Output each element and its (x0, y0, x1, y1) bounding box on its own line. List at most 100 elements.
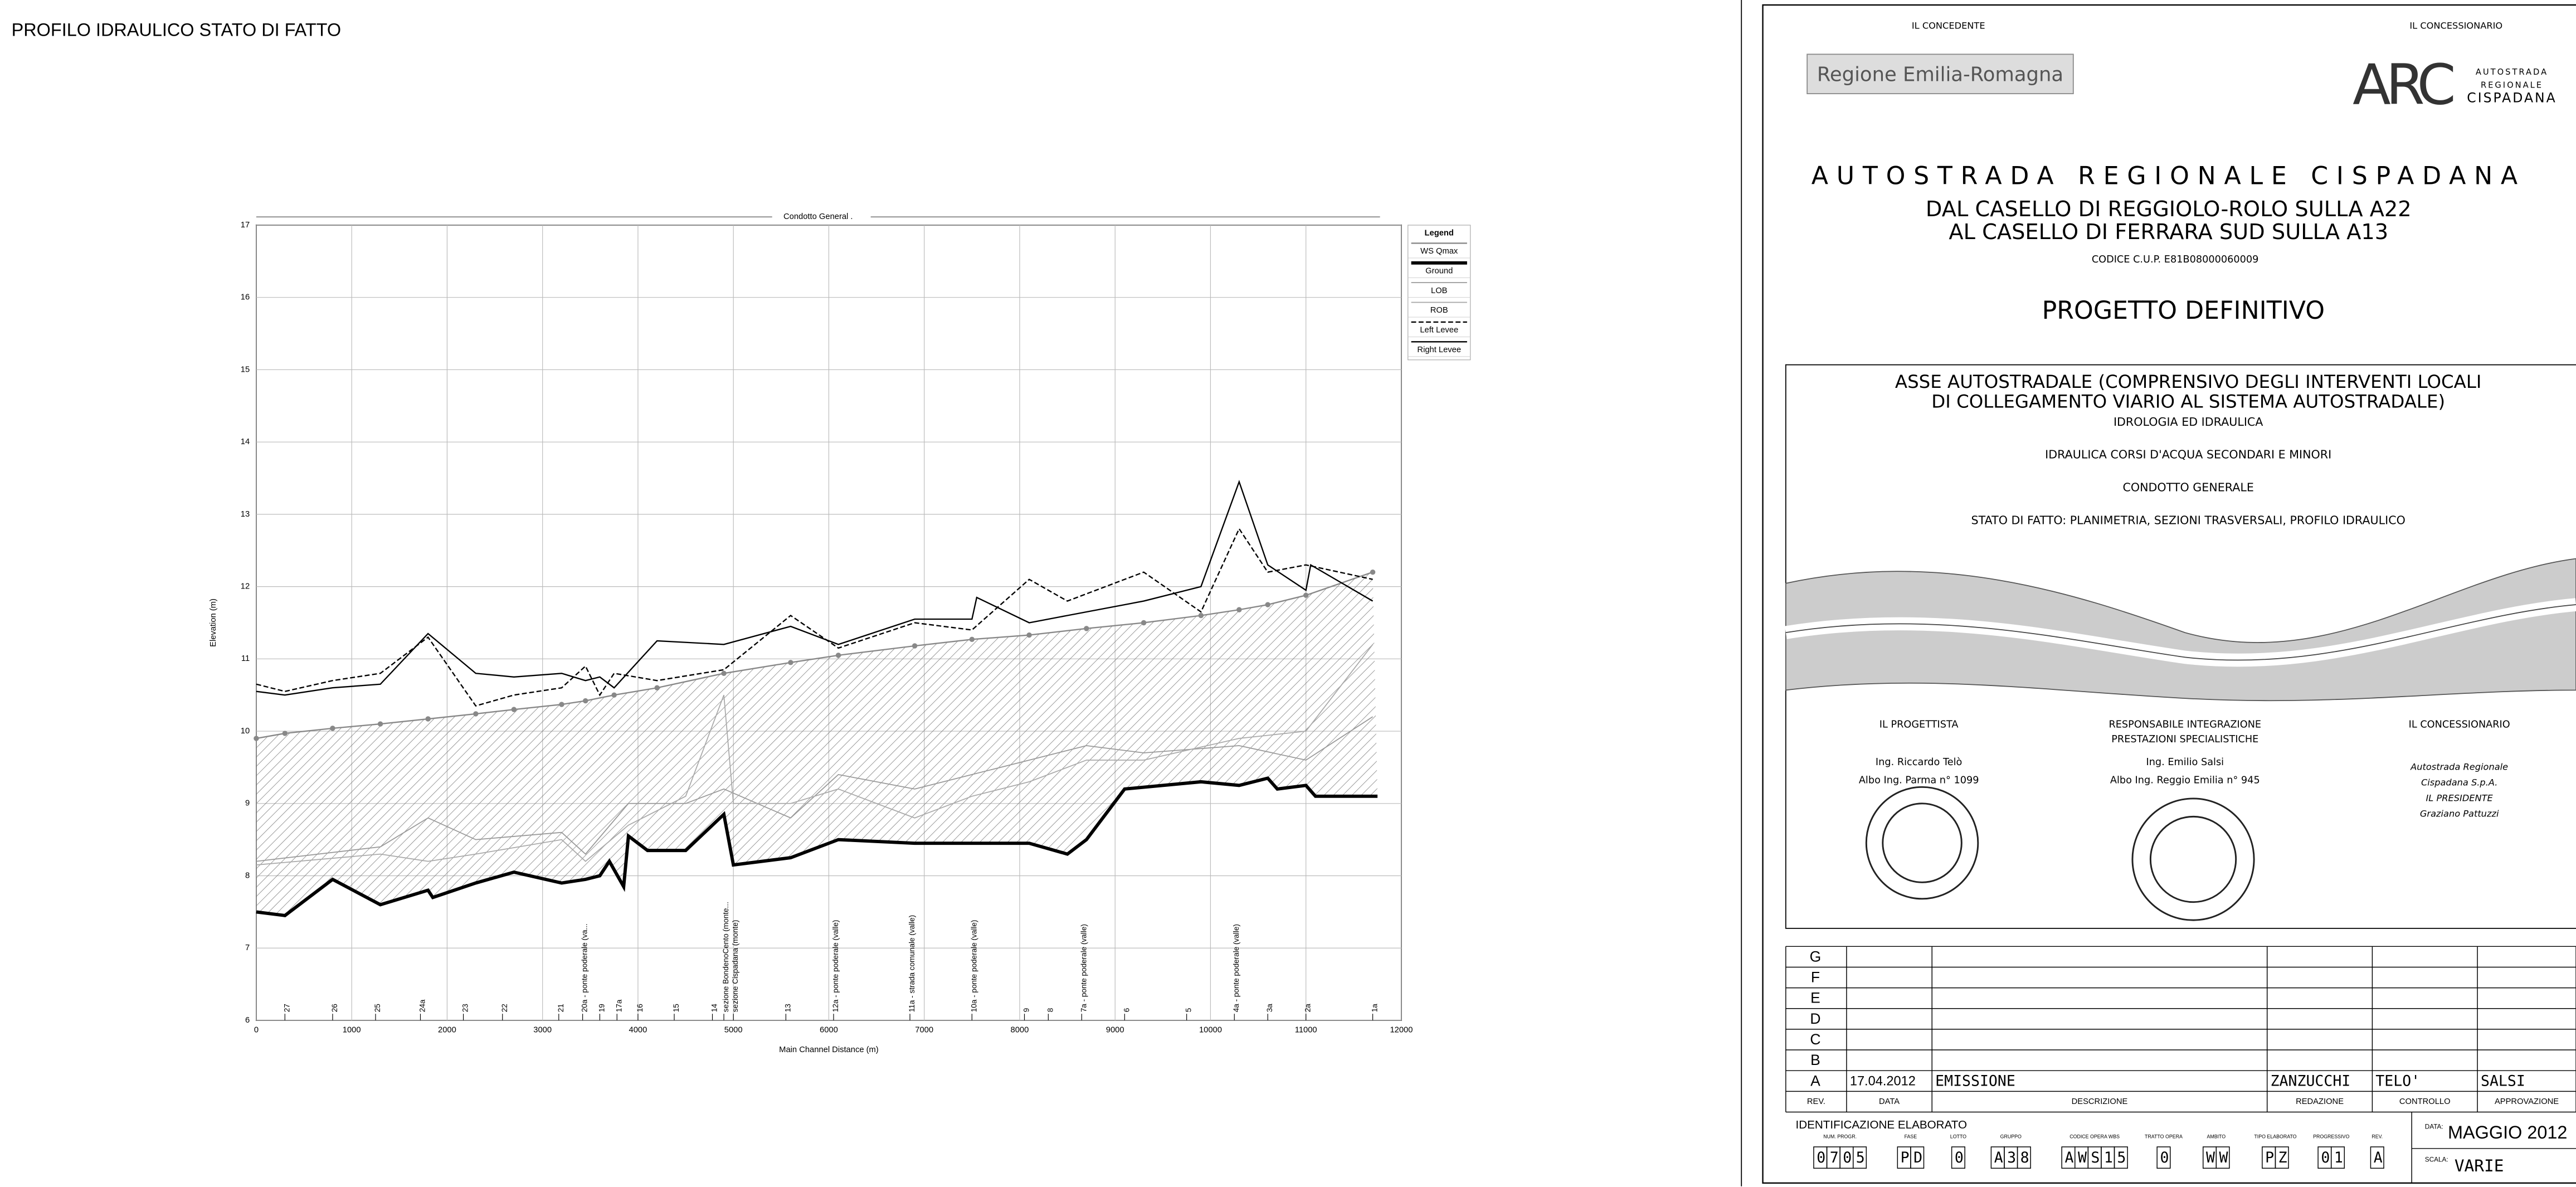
y-tick-label: 17 (241, 221, 250, 230)
x-tick-label: 3000 (533, 1026, 552, 1035)
series-line (256, 644, 1374, 865)
id-field-label: CODICE OPERA WBS (2069, 1134, 2120, 1140)
id-box (2017, 1146, 2031, 1169)
y-tick-label: 12 (241, 582, 250, 591)
series-marker (654, 685, 660, 690)
legend-label: WS Qmax (1420, 247, 1458, 256)
section-label: 27 (283, 1004, 291, 1012)
subject: ASSE AUTOSTRADALE (COMPRENSIVO DEGLI INT… (1895, 371, 2482, 392)
section-label: sezione BondenoCento (monte... (722, 902, 730, 1012)
id-field-value: PZ (2265, 1149, 2291, 1166)
series-marker (330, 726, 335, 731)
headline: AUTOSTRADA REGIONALE CISPADANA (1812, 162, 2526, 190)
concedente: IL CONCEDENTE (1912, 21, 1985, 31)
series-line (256, 571, 1373, 740)
revision-header: REDAZIONE (2296, 1097, 2344, 1106)
id-field-value: AWS15 (2064, 1149, 2130, 1166)
section-label: 25 (373, 1004, 382, 1012)
x-tick-label: 2000 (438, 1026, 456, 1035)
y-tick-label: 11 (241, 654, 250, 663)
series-line (256, 716, 1374, 862)
section-label: 21 (557, 1004, 565, 1012)
y-tick-label: 7 (245, 943, 250, 952)
section-label: 16 (636, 1004, 644, 1012)
x-tick-label: 0 (254, 1026, 259, 1035)
stamps (1865, 786, 2255, 921)
revision-cell: EMISSIONE (1935, 1073, 2015, 1090)
x-tick-label: 8000 (1011, 1026, 1029, 1035)
scale: VARIE (2455, 1156, 2504, 1175)
revision-cell: C (1810, 1031, 1820, 1048)
revision-header: APPROVAZIONE (2495, 1097, 2559, 1106)
id-field-value: A38 (1994, 1149, 2033, 1166)
series-line (256, 527, 1373, 707)
x-tick-label: 6000 (820, 1026, 838, 1035)
id-field-label: REV. (2372, 1134, 2383, 1140)
series-marker (377, 721, 383, 727)
y-axis-label: Elevation (m) (209, 599, 218, 647)
series-marker (969, 636, 975, 643)
section-label: 9 (1022, 1008, 1031, 1013)
series-marker (511, 707, 517, 712)
x-tick-label: 5000 (724, 1026, 743, 1035)
id-box (1852, 1146, 1867, 1169)
id-field-value: 0 (2160, 1149, 2173, 1166)
series-line (256, 776, 1378, 917)
section-label: 2a (1304, 1004, 1312, 1013)
revision-header: DATA (1879, 1097, 1900, 1106)
series-marker (1026, 632, 1032, 638)
title-block-border (1762, 4, 2576, 1184)
x-tick-label: 7000 (915, 1026, 933, 1035)
id-field-label: AMBITO (2207, 1134, 2226, 1140)
id-field-label: FASE (1905, 1134, 1917, 1140)
id-title: IDENTIFICAZIONE ELABORATO (1796, 1118, 1968, 1131)
id-box (1951, 1146, 1965, 1169)
y-tick-label: 13 (241, 510, 250, 519)
id-field-value: 0705 (1817, 1149, 1869, 1166)
route: AL CASELLO DI FERRARA SUD SULLA A13 (1949, 220, 2388, 245)
id-box (2370, 1146, 2384, 1169)
revision-cell: SALSI (2481, 1073, 2525, 1090)
revision-header: DESCRIZIONE (2072, 1097, 2128, 1106)
subsection: IDRAULICA CORSI D'ACQUA SECONDARI E MINO… (2045, 448, 2331, 461)
section-label: 10a - ponte poderale (valle) (970, 920, 978, 1013)
section-label: 22 (500, 1004, 509, 1012)
id-box (2156, 1146, 2171, 1169)
series-marker (1303, 592, 1309, 598)
section-label: 15 (672, 1004, 680, 1012)
chart-title: Condotto General . (783, 212, 853, 221)
series-marker (1370, 569, 1376, 575)
signer-role: PRESTAZIONI SPECIALISTICHE (2111, 734, 2258, 745)
content: STATO DI FATTO: PLANIMETRIA, SEZIONI TRA… (1971, 514, 2405, 527)
series-marker (912, 643, 918, 649)
x-tick-label: 4000 (629, 1026, 647, 1035)
subject: DI COLLEGAMENTO VIARIO AL SISTEMA AUTOST… (1931, 391, 2445, 412)
signer-line: Graziano Pattuzzi (2420, 808, 2499, 819)
x-tick-label: 10000 (1199, 1026, 1222, 1035)
section-label: 3a (1265, 1004, 1274, 1013)
aerial-photo (1784, 558, 2576, 702)
series-marker (254, 736, 259, 741)
y-tick-label: 9 (245, 799, 250, 808)
id-field-value: A (2374, 1149, 2387, 1166)
signer-role: RESPONSABILE INTEGRAZIONE (2108, 719, 2261, 730)
series-marker (1084, 626, 1089, 631)
series-marker (1265, 602, 1270, 607)
region-logo (1806, 53, 2074, 94)
route: DAL CASELLO DI REGGIOLO-ROLO SULLA A22 (1926, 197, 2412, 222)
series-marker (1198, 612, 1204, 619)
x-axis-label: Main Channel Distance (m) (779, 1045, 879, 1054)
flow-area (256, 572, 1378, 916)
series-marker (282, 731, 288, 736)
section-label: 11a - strada comunale (valle) (908, 915, 916, 1012)
y-tick-label: 15 (241, 365, 250, 374)
id-field-value: PD (1901, 1149, 1927, 1166)
revision-cell: D (1810, 1010, 1820, 1027)
x-tick-label: 12000 (1390, 1026, 1413, 1035)
signer-line: Albo Ing. Reggio Emilia n° 945 (2110, 775, 2260, 786)
signer-line: Ing. Emilio Salsi (2146, 757, 2224, 768)
id-field-label: LOTTO (1950, 1134, 1966, 1140)
concessionario: IL CONCESSIONARIO (2409, 21, 2502, 31)
signer-line: IL PRESIDENTE (2426, 792, 2494, 803)
